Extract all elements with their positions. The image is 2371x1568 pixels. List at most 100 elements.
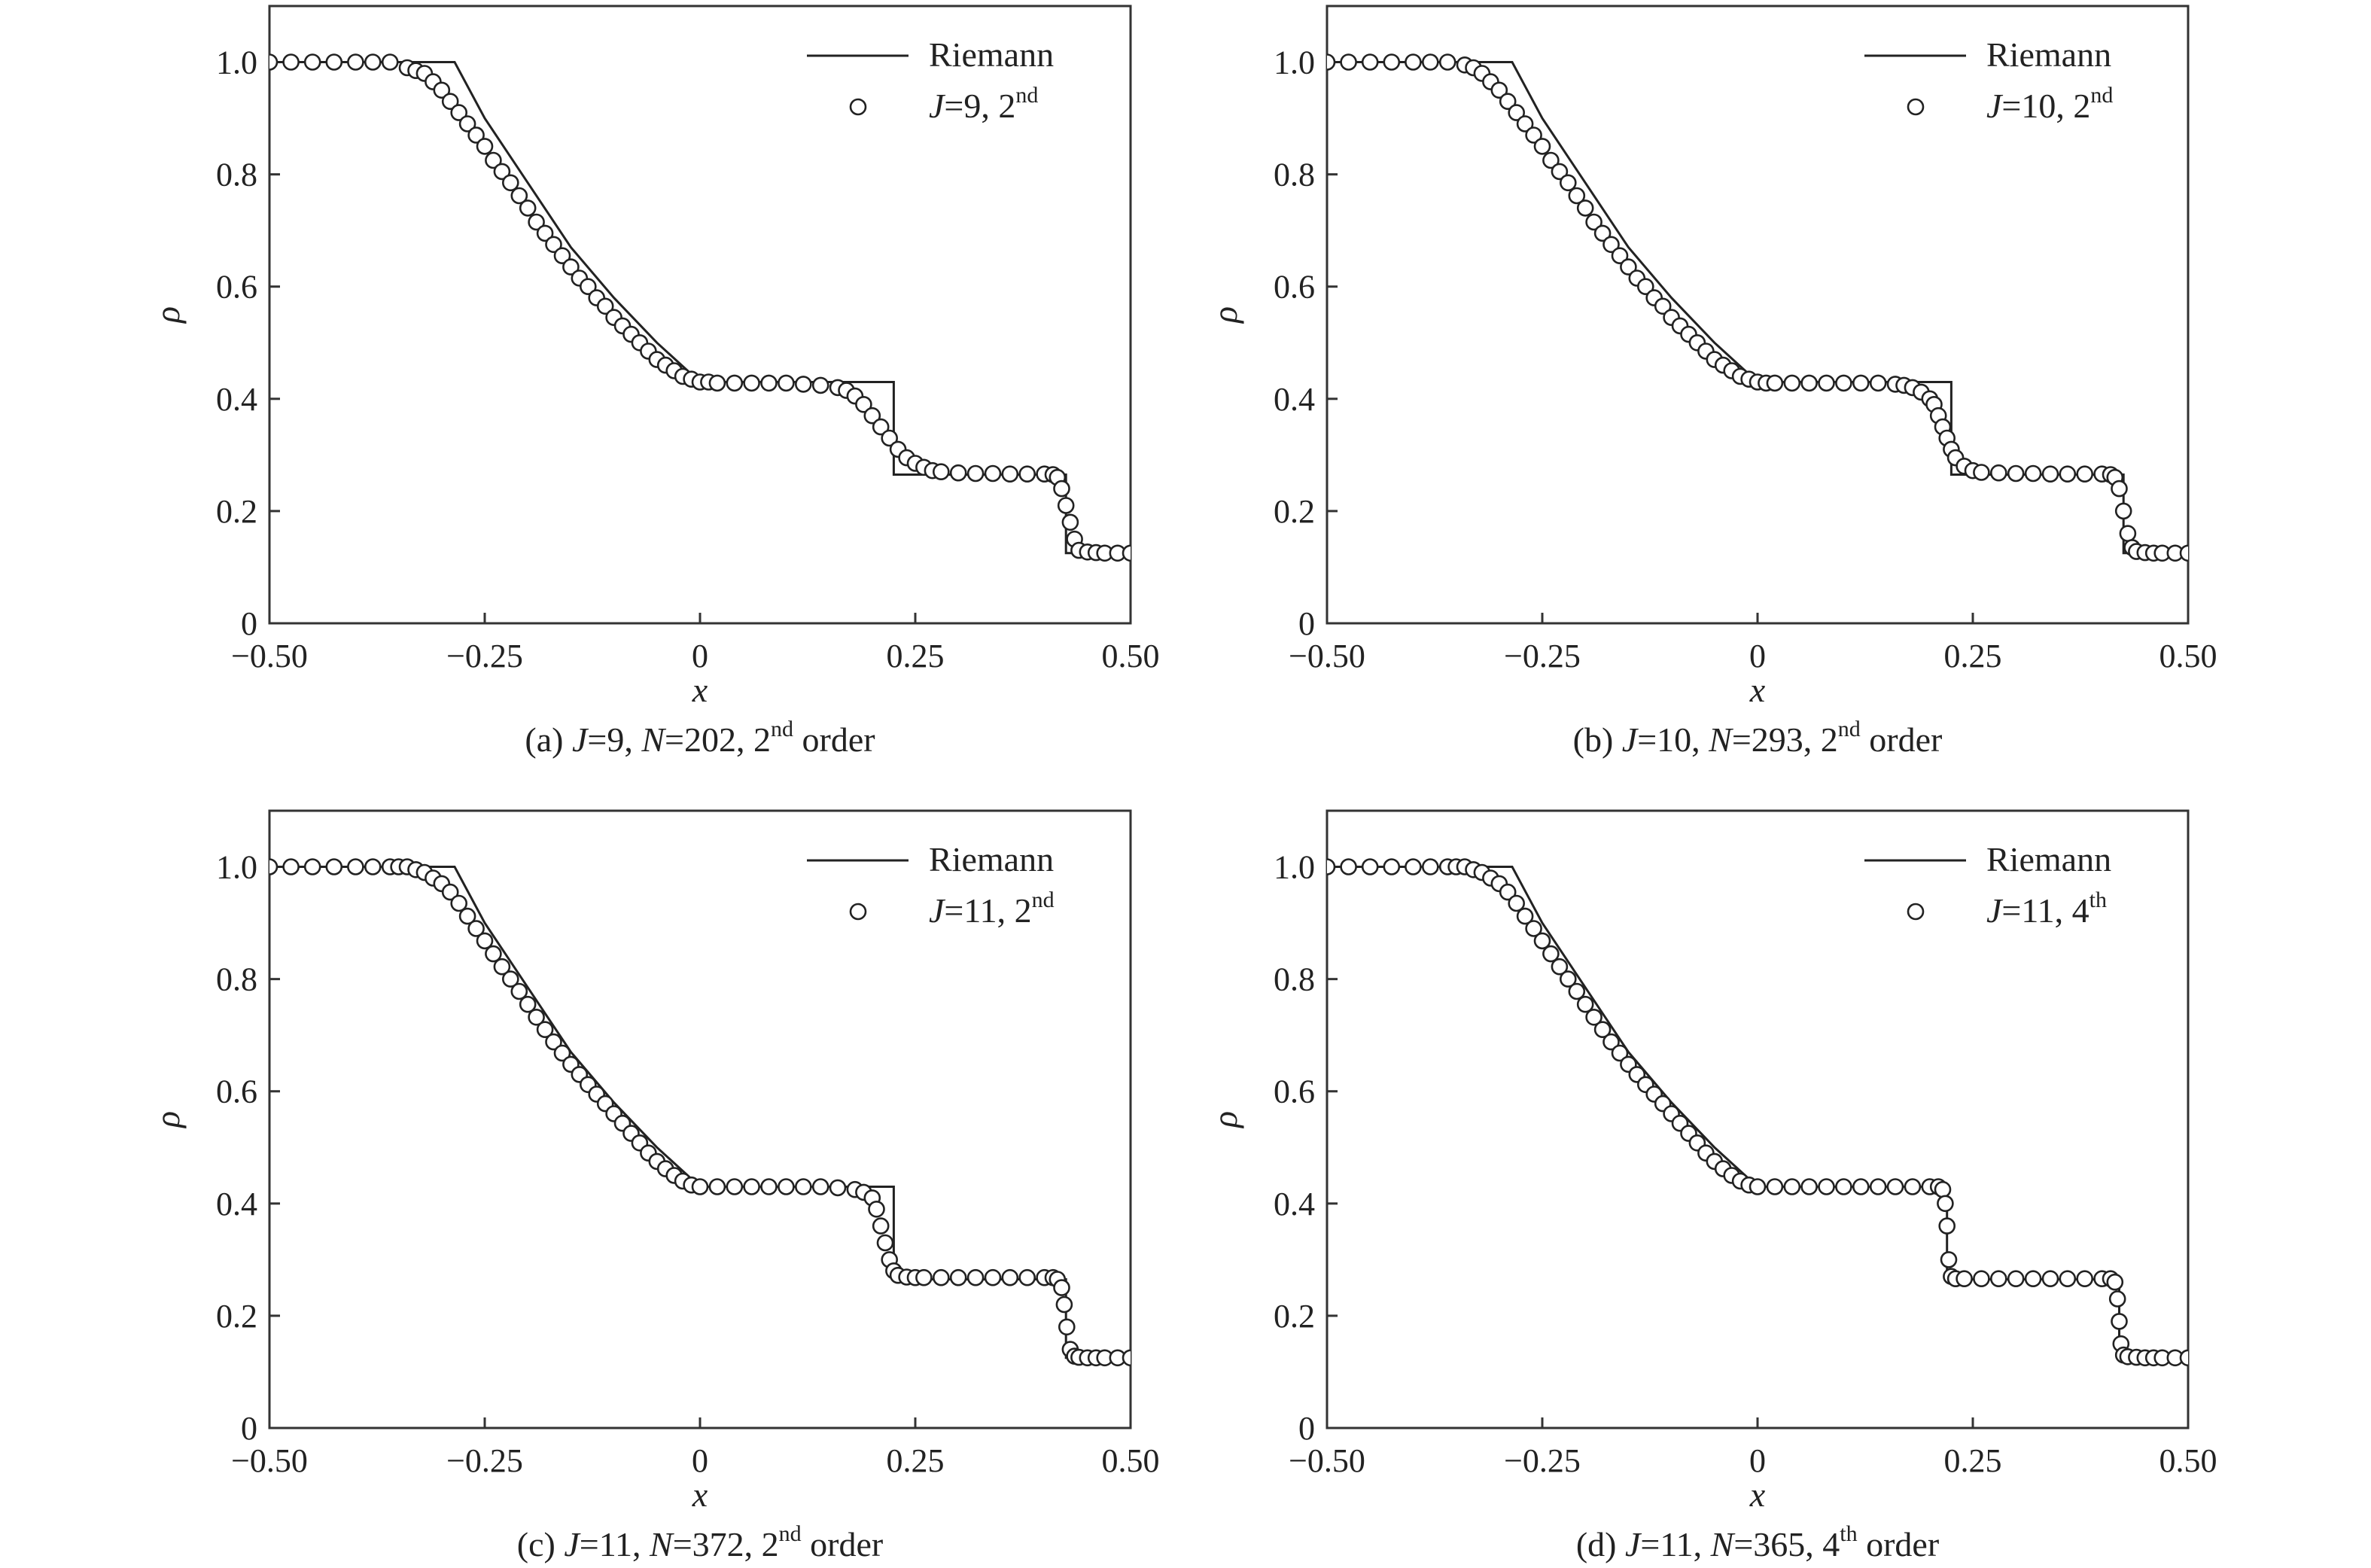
- legend-label-series: J=11, 2nd: [929, 888, 1055, 930]
- data-point: [984, 464, 1002, 483]
- legend-order-sup: nd: [2090, 83, 2113, 108]
- y-tick-label: 0.8: [216, 961, 257, 998]
- y-tick-label: 1.0: [216, 849, 257, 886]
- legend-marker-swatch: [1907, 903, 1925, 921]
- data-point: [545, 236, 562, 254]
- data-point: [1525, 126, 1542, 144]
- data-point: [501, 970, 519, 988]
- caption-n-value: =293,: [1732, 720, 1821, 759]
- caption-var-n: N: [641, 720, 666, 759]
- y-axis-label: ρ: [148, 1111, 187, 1129]
- data-point: [476, 138, 494, 155]
- data-point: [872, 1217, 890, 1235]
- data-point: [1018, 465, 1036, 483]
- legend-label-series: J=11, 4th: [1986, 888, 2107, 930]
- data-point: [1934, 1180, 1952, 1198]
- riemann-line: [1327, 866, 2188, 1359]
- data-point: [1835, 1178, 1852, 1195]
- data-point: [1383, 53, 1401, 71]
- x-axis-label: x: [1749, 1475, 1766, 1514]
- data-point: [1018, 1268, 1036, 1286]
- y-axis-label: ρ: [1206, 306, 1244, 324]
- data-point: [1602, 236, 1620, 254]
- x-tick-label: 0.25: [887, 1442, 945, 1479]
- caption-tail: order: [1858, 1525, 1940, 1563]
- data-point: [1122, 1349, 1131, 1367]
- y-tick-label: 0.6: [1274, 269, 1315, 306]
- data-point: [1869, 1178, 1887, 1195]
- caption-n-value: =372,: [673, 1525, 762, 1563]
- data-point: [2108, 1290, 2126, 1308]
- data-point: [1990, 464, 2007, 482]
- data-point: [450, 894, 468, 912]
- data-point: [1766, 1178, 1784, 1195]
- data-point: [778, 374, 795, 392]
- legend-label-riemann: Riemann: [1986, 35, 2111, 74]
- data-point: [1533, 138, 1551, 155]
- panel-caption: (c) J=11, N=372, 2nd order: [517, 1521, 883, 1563]
- data-point: [1055, 1296, 1073, 1314]
- x-tick-label: 0.50: [1102, 1442, 1160, 1479]
- data-point: [1499, 883, 1517, 901]
- data-point: [1057, 497, 1075, 514]
- data-point: [1938, 1217, 1956, 1235]
- data-point: [1508, 894, 1525, 912]
- data-point: [1058, 1318, 1076, 1336]
- data-point: [1405, 858, 1422, 875]
- data-point: [1525, 920, 1542, 937]
- data-point: [467, 920, 485, 937]
- data-point: [2076, 465, 2093, 483]
- data-point: [501, 174, 519, 192]
- legend-eq: =9,: [944, 87, 998, 125]
- data-point: [1001, 1268, 1019, 1286]
- y-tick-label: 0.8: [1274, 961, 1315, 998]
- data-point: [364, 858, 382, 875]
- data-point: [485, 151, 502, 169]
- data-point: [2114, 502, 2132, 520]
- panel-caption: (a) J=9, N=202, 2nd order: [525, 717, 875, 759]
- data-point: [450, 104, 468, 121]
- data-point: [1818, 374, 1835, 392]
- data-point: [1940, 1251, 1958, 1268]
- caption-order-num: 2: [762, 1525, 779, 1563]
- data-point: [2007, 1270, 2025, 1287]
- caption-prefix: (c): [517, 1525, 565, 1563]
- legend-label-riemann: Riemann: [1986, 840, 2111, 878]
- data-point: [2024, 464, 2042, 483]
- x-tick-label: −0.50: [231, 1442, 308, 1479]
- legend-marker-swatch: [849, 98, 867, 116]
- data-point: [303, 858, 321, 875]
- legend-label-series: J=9, 2nd: [929, 83, 1038, 125]
- panel-caption: (b) J=10, N=293, 2nd order: [1573, 717, 1943, 759]
- data-point: [1340, 53, 1357, 71]
- data-point: [519, 199, 537, 217]
- data-point: [1327, 858, 1336, 875]
- data-point: [881, 429, 898, 447]
- data-point: [562, 258, 580, 276]
- data-point: [325, 858, 343, 875]
- data-point: [1568, 187, 1586, 205]
- data-point: [743, 374, 760, 392]
- x-tick-label: −0.25: [446, 1442, 523, 1479]
- caption-tail: order: [1861, 720, 1943, 759]
- data-point: [536, 224, 554, 242]
- data-point: [579, 278, 597, 296]
- x-tick-label: 0.25: [1944, 638, 2002, 674]
- caption-order-sup: nd: [771, 717, 793, 741]
- legend-var: J: [929, 87, 946, 125]
- legend-order-num: 2: [2073, 87, 2090, 125]
- data-point: [1340, 858, 1357, 875]
- legend-var: J: [929, 891, 946, 930]
- x-tick-label: −0.25: [1504, 638, 1581, 674]
- data-point: [364, 53, 382, 71]
- data-point: [984, 1268, 1002, 1286]
- legend-order-sup: nd: [1032, 888, 1055, 912]
- data-point: [760, 374, 778, 392]
- data-point: [1990, 1270, 2007, 1287]
- y-tick-label: 0.2: [1274, 1298, 1315, 1335]
- x-tick-label: 0: [692, 1442, 708, 1479]
- caption-j-value: =11,: [1640, 1525, 1710, 1563]
- data-point: [1576, 199, 1594, 217]
- data-point: [1533, 932, 1551, 950]
- data-point: [1001, 465, 1019, 483]
